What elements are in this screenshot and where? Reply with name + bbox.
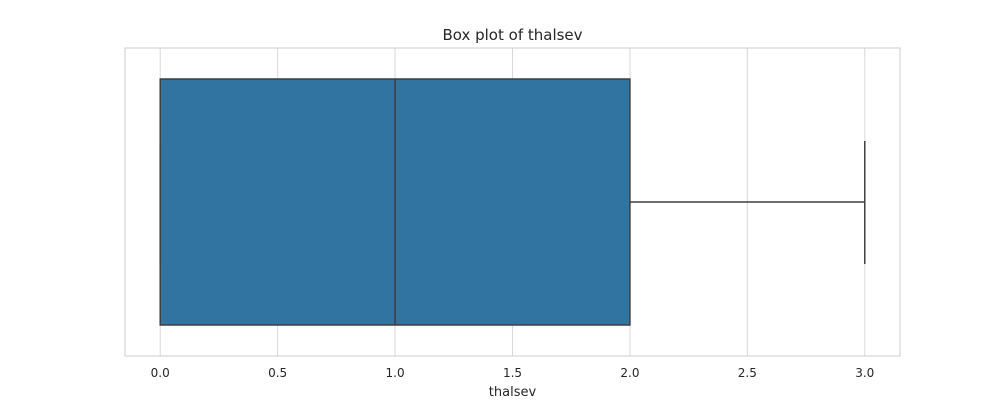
x-tick-label: 1.5 [503,366,522,380]
x-tick-label: 2.0 [620,366,639,380]
chart-title: Box plot of thalsev [442,26,582,44]
x-tick-label: 2.5 [738,366,757,380]
plot-frame [124,47,901,357]
x-tick-label: 0.0 [151,366,170,380]
x-tick-label: 3.0 [855,366,874,380]
x-tick-label: 0.5 [268,366,287,380]
x-axis-label: thalsev [489,385,537,400]
x-axis-ticks: 0.0 0.5 1.0 1.5 2.0 2.5 3.0 [151,366,875,380]
box-plot [159,78,866,326]
x-tick-label: 1.0 [386,366,405,380]
